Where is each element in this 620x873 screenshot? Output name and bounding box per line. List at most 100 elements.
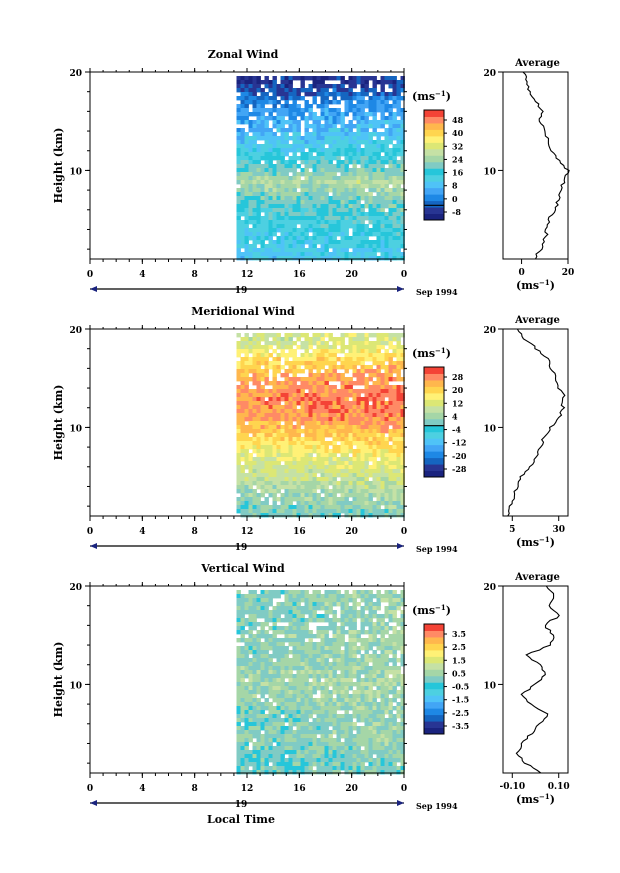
heatmap-cell bbox=[396, 489, 401, 494]
heatmap-cell bbox=[316, 369, 321, 374]
colorbar-segment bbox=[424, 367, 444, 374]
heatmap-cell bbox=[320, 208, 325, 213]
heatmap-cell bbox=[248, 702, 253, 707]
heatmap-cell bbox=[384, 168, 389, 173]
heatmap-cell bbox=[372, 638, 377, 643]
heatmap-cell bbox=[364, 698, 369, 703]
heatmap-cell bbox=[268, 433, 273, 438]
heatmap-cell bbox=[272, 341, 277, 346]
heatmap-cell bbox=[308, 136, 313, 141]
heatmap-cell bbox=[348, 638, 353, 643]
heatmap-cell bbox=[248, 212, 253, 217]
heatmap-cell bbox=[336, 489, 341, 494]
heatmap-cell bbox=[332, 682, 337, 687]
heatmap-cell bbox=[300, 220, 305, 225]
heatmap-cell bbox=[240, 465, 245, 470]
heatmap-cell bbox=[396, 702, 401, 707]
heatmap-cell bbox=[384, 501, 389, 506]
heatmap-cell bbox=[240, 92, 245, 97]
heatmap-cell bbox=[276, 626, 281, 631]
heatmap-cell bbox=[292, 425, 297, 430]
heatmap-cell bbox=[276, 405, 281, 410]
colorbar-segment bbox=[424, 129, 444, 137]
heatmap-cell bbox=[256, 461, 261, 466]
heatmap-cell bbox=[292, 208, 297, 213]
heatmap-cell bbox=[328, 650, 333, 655]
heatmap-cell bbox=[344, 96, 349, 101]
heatmap-cell bbox=[380, 650, 385, 655]
heatmap-cell bbox=[240, 682, 245, 687]
heatmap-cell bbox=[284, 594, 289, 599]
heatmap-cell bbox=[244, 461, 249, 466]
heatmap-cell bbox=[364, 445, 369, 450]
colorbar-label: 8 bbox=[452, 181, 458, 191]
heatmap-cell bbox=[360, 429, 365, 434]
heatmap-cell bbox=[352, 220, 357, 225]
heatmap-cell bbox=[272, 393, 277, 398]
heatmap-cell bbox=[348, 441, 353, 446]
heatmap-cell bbox=[372, 425, 377, 430]
heatmap-cell bbox=[368, 421, 373, 426]
heatmap-cell bbox=[392, 425, 397, 430]
heatmap-cell bbox=[304, 634, 309, 639]
colorbar-label: 28 bbox=[452, 372, 464, 382]
heatmap-cell bbox=[328, 694, 333, 699]
heatmap-cell bbox=[300, 610, 305, 615]
heatmap-cell bbox=[392, 610, 397, 615]
heatmap-cell bbox=[360, 642, 365, 647]
heatmap-cell bbox=[392, 437, 397, 442]
heatmap-cell bbox=[392, 180, 397, 185]
heatmap-cell bbox=[400, 481, 405, 486]
heatmap-cell bbox=[344, 445, 349, 450]
heatmap-cell bbox=[356, 228, 361, 233]
heatmap-cell bbox=[304, 686, 309, 691]
heatmap-cell bbox=[236, 626, 241, 631]
heatmap-cell bbox=[372, 373, 377, 378]
heatmap-cell bbox=[316, 429, 321, 434]
heatmap-cell bbox=[304, 602, 309, 607]
heatmap-cell bbox=[348, 706, 353, 711]
heatmap-cell bbox=[392, 232, 397, 237]
heatmap-cell bbox=[272, 425, 277, 430]
heatmap-cell bbox=[276, 140, 281, 145]
heatmap-cell bbox=[256, 425, 261, 430]
heatmap-cell bbox=[292, 698, 297, 703]
heatmap-cell bbox=[340, 505, 345, 510]
heatmap-cell bbox=[360, 357, 365, 362]
heatmap-cell bbox=[312, 481, 317, 486]
heatmap-cell bbox=[372, 702, 377, 707]
heatmap-cell bbox=[336, 626, 341, 631]
heatmap-cell bbox=[260, 192, 265, 197]
heatmap-cell bbox=[388, 437, 393, 442]
heatmap-cell bbox=[380, 670, 385, 675]
heatmap-cell bbox=[308, 614, 313, 619]
heatmap-cell bbox=[396, 505, 401, 510]
heatmap-cell bbox=[328, 505, 333, 510]
heatmap-cell bbox=[260, 216, 265, 221]
heatmap-cell bbox=[268, 389, 273, 394]
heatmap-cell bbox=[392, 345, 397, 350]
heatmap-cell bbox=[392, 377, 397, 382]
heatmap-cell bbox=[372, 477, 377, 482]
heatmap-cell bbox=[248, 638, 253, 643]
heatmap-cell bbox=[300, 248, 305, 253]
average-x-tick-label: 30 bbox=[552, 525, 565, 535]
heatmap-cell bbox=[284, 196, 289, 201]
heatmap-cell bbox=[372, 409, 377, 414]
heatmap-cell bbox=[344, 188, 349, 193]
heatmap-cell bbox=[256, 409, 261, 414]
heatmap-cell bbox=[348, 240, 353, 245]
heatmap-cell bbox=[260, 501, 265, 506]
heatmap-cell bbox=[292, 465, 297, 470]
heatmap-cell bbox=[360, 176, 365, 181]
heatmap-cell bbox=[244, 658, 249, 663]
heatmap-cell bbox=[264, 252, 269, 257]
heatmap-cell bbox=[384, 421, 389, 426]
heatmap-cell bbox=[396, 465, 401, 470]
heatmap-cell bbox=[264, 618, 269, 623]
heatmap-cell bbox=[256, 437, 261, 442]
heatmap-cell bbox=[304, 513, 309, 518]
heatmap-cell bbox=[288, 590, 293, 595]
heatmap-cell bbox=[284, 602, 289, 607]
heatmap-cell bbox=[364, 622, 369, 627]
